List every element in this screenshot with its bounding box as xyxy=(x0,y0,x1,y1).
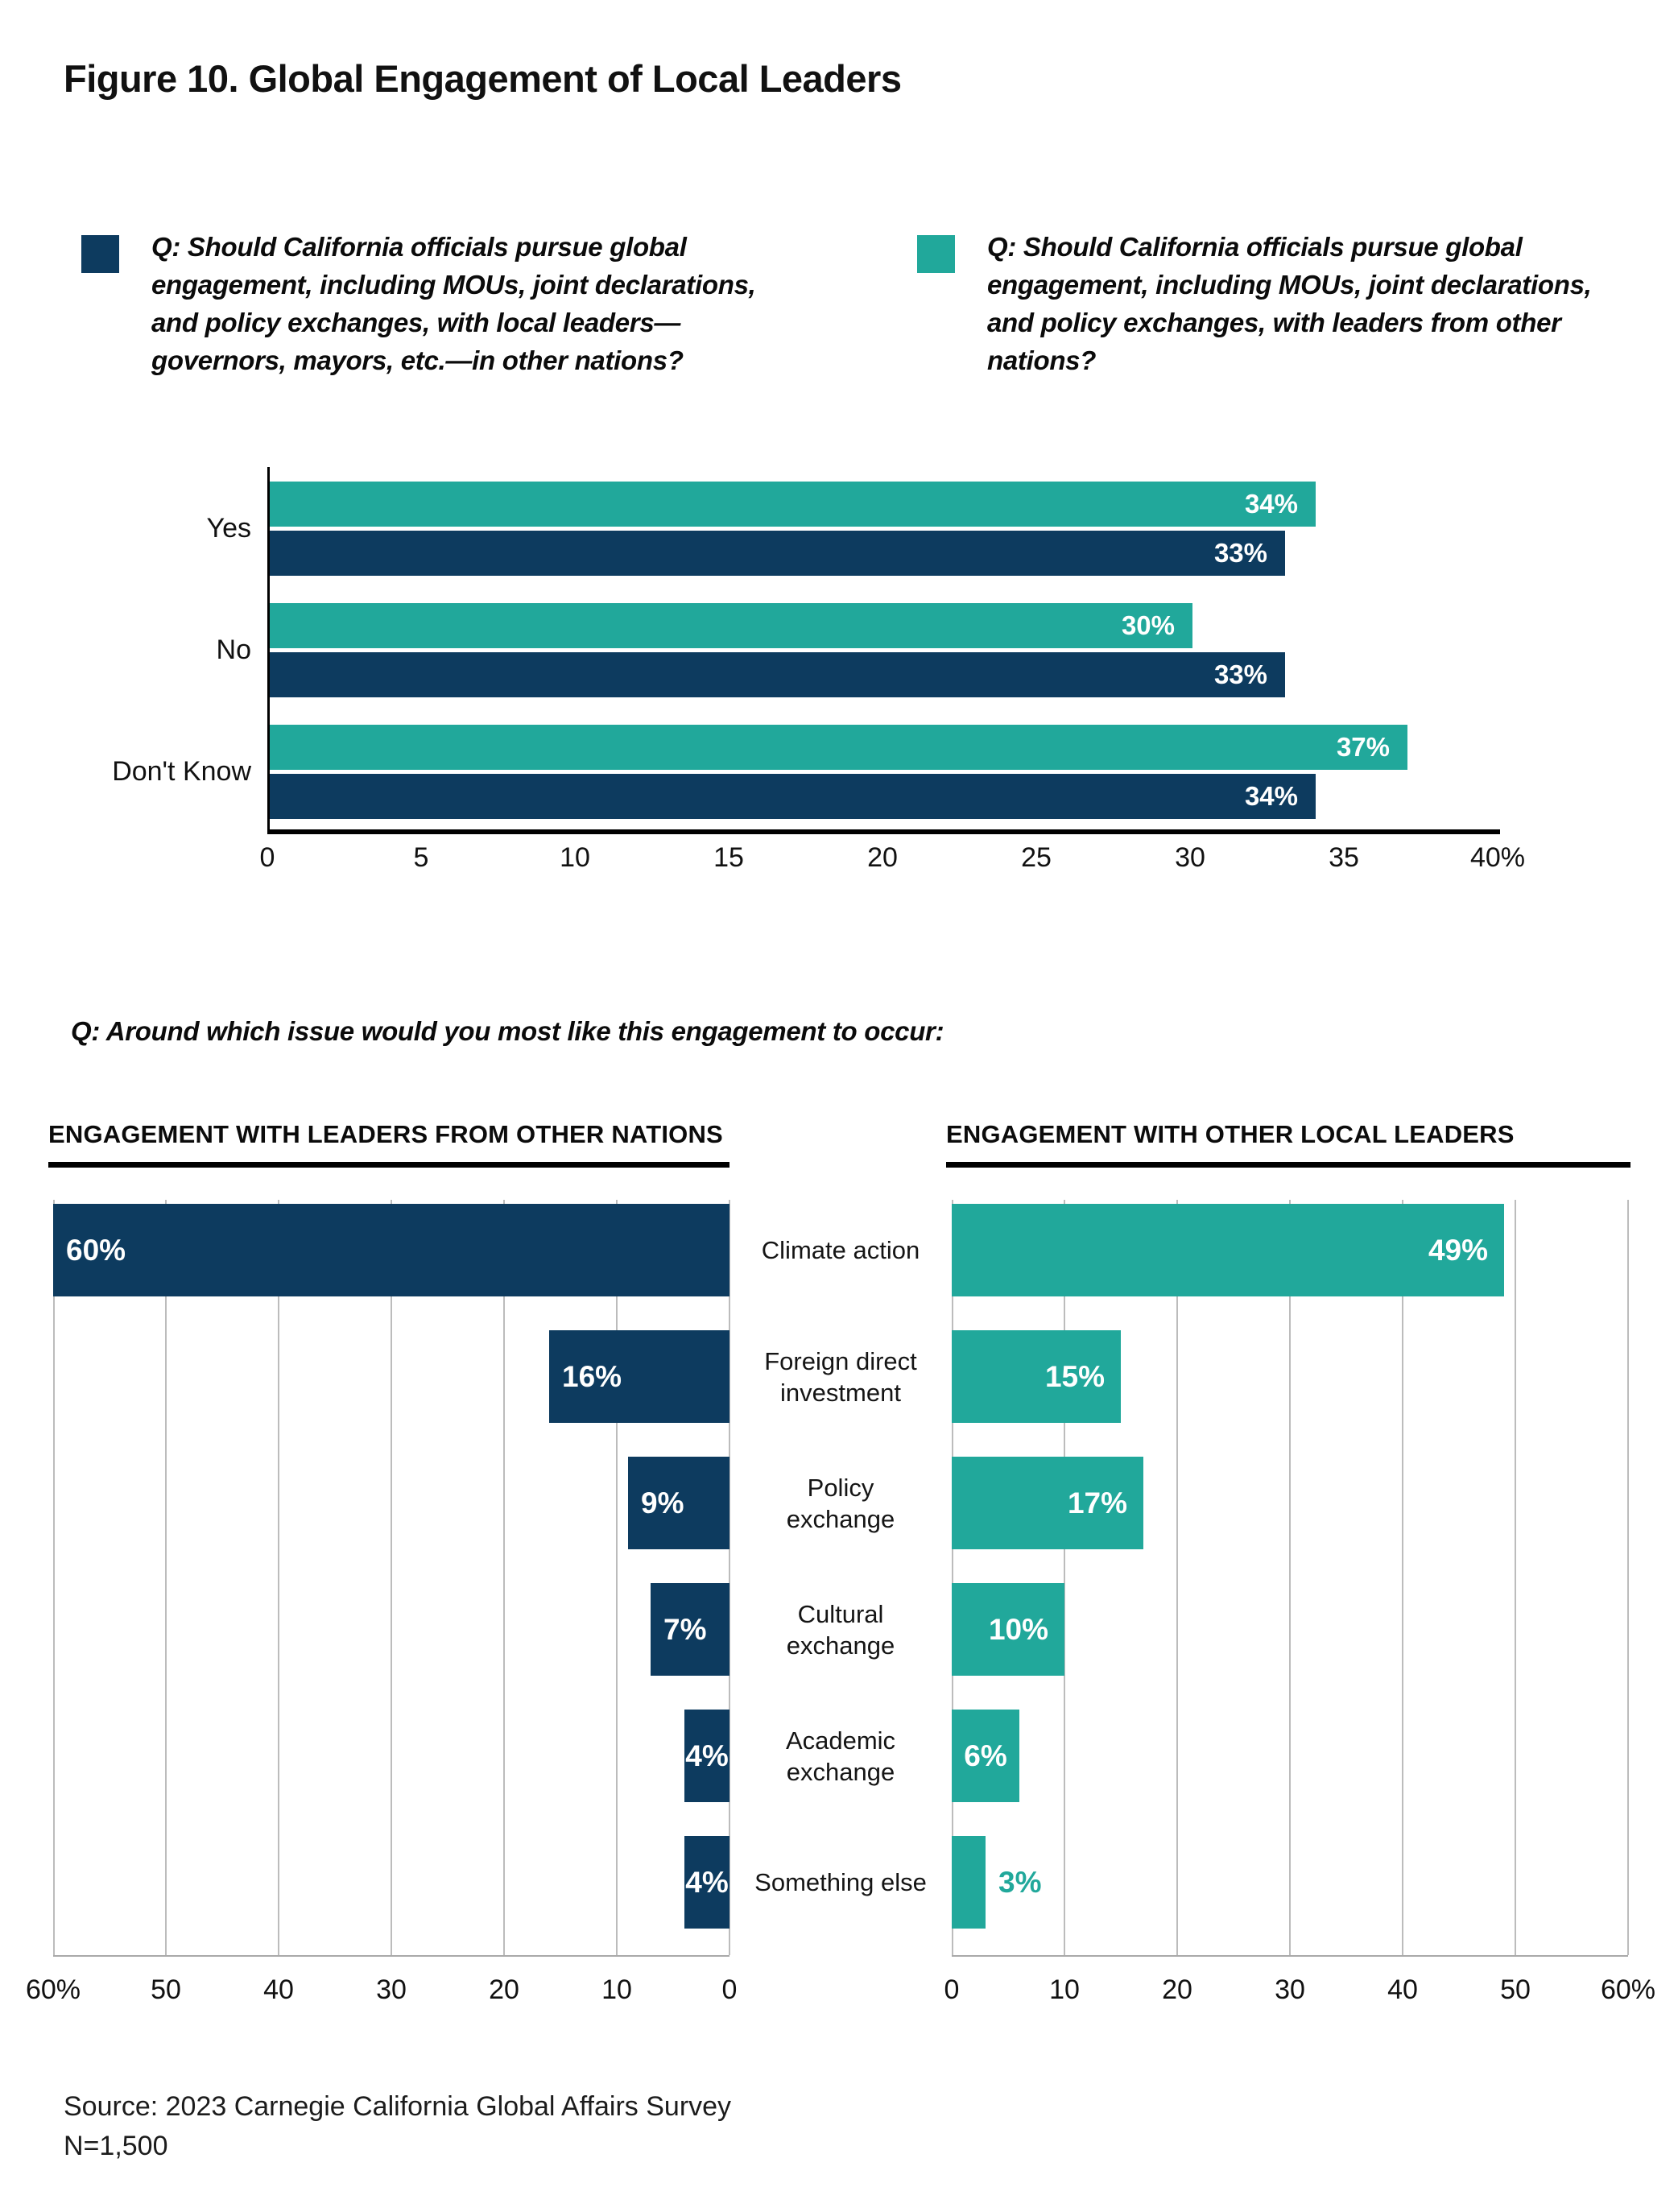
bottom-bar-navy: 7% xyxy=(651,1583,729,1676)
top-chart-x-tick: 30 xyxy=(1175,842,1205,873)
mid-question: Q: Around which issue would you most lik… xyxy=(71,1016,944,1046)
bottom-chart-x-tick: 30 xyxy=(376,1974,407,2005)
bottom-bar-teal: 15% xyxy=(952,1330,1121,1423)
bottom-bar-value-label: 9% xyxy=(641,1486,684,1519)
bottom-bar-teal: 6% xyxy=(952,1710,1019,1802)
bottom-bar-value-label: 15% xyxy=(1044,1359,1105,1393)
bottom-bar-value-label: 6% xyxy=(964,1739,1007,1772)
top-bar-teal: 30% xyxy=(270,603,1192,648)
legend-swatch-teal xyxy=(917,235,955,273)
grid-line xyxy=(1289,1200,1291,1955)
grid-line xyxy=(165,1200,167,1955)
top-bar-value-label: 33% xyxy=(1213,659,1267,689)
bottom-bar-navy: 16% xyxy=(549,1330,729,1423)
bottom-bar-teal: 17% xyxy=(952,1457,1143,1549)
top-bar-value-label: 34% xyxy=(1244,781,1298,811)
grid-line xyxy=(1515,1200,1516,1955)
top-bar-navy: 33% xyxy=(270,652,1285,697)
bottom-chart-x-tick: 20 xyxy=(1162,1974,1192,2005)
bottom-chart-x-tick: 0 xyxy=(944,1974,960,2005)
grid-line xyxy=(952,1200,953,1955)
grid-line xyxy=(1064,1200,1065,1955)
bottom-bar-teal: 49% xyxy=(952,1204,1504,1296)
top-chart-x-tick: 25 xyxy=(1021,842,1052,873)
bottom-bar-navy: 9% xyxy=(628,1457,729,1549)
bottom-chart-x-tick: 40 xyxy=(1387,1974,1418,2005)
bottom-chart-x-tick: 10 xyxy=(601,1974,632,2005)
top-chart-category-label: No xyxy=(216,635,251,665)
bottom-chart-x-tick: 40 xyxy=(263,1974,294,2005)
top-bar-teal: 37% xyxy=(270,725,1407,770)
grid-line xyxy=(1176,1200,1178,1955)
top-bar-value-label: 33% xyxy=(1213,538,1267,568)
top-grouped-bar-chart: 34% 33% 30% 33% 37% 34% xyxy=(267,467,1500,834)
grid-line xyxy=(278,1200,279,1955)
top-chart-x-tick: 5 xyxy=(413,842,429,873)
bottom-chart-category-label: Cultural exchange xyxy=(786,1599,895,1660)
bar-chart-other-local-leaders: 49% 15% 17% 10% 6% 3% xyxy=(952,1200,1629,1957)
bottom-bar-value-label: 49% xyxy=(1428,1233,1488,1267)
bottom-chart-category-label: Academic exchange xyxy=(785,1726,896,1786)
top-bar-value-label: 34% xyxy=(1244,489,1298,519)
top-bar-navy: 34% xyxy=(270,774,1316,819)
bottom-chart-x-tick: 10 xyxy=(1049,1974,1080,2005)
top-chart-x-tick: 0 xyxy=(259,842,275,873)
bottom-bar-value-label: 3% xyxy=(998,1865,1042,1899)
bottom-bar-value-label: 4% xyxy=(685,1739,729,1772)
figure-title: Figure 10. Global Engagement of Local Le… xyxy=(64,57,902,100)
grid-line xyxy=(1627,1200,1629,1955)
bottom-chart-x-tick: 20 xyxy=(489,1974,519,2005)
left-chart-header: ENGAGEMENT WITH LEADERS FROM OTHER NATIO… xyxy=(48,1120,729,1168)
bottom-chart-x-tick: 50 xyxy=(151,1974,181,2005)
grid-line xyxy=(729,1200,730,1955)
sample-size: N=1,500 xyxy=(64,2131,168,2161)
top-chart-x-tick: 35 xyxy=(1329,842,1359,873)
top-chart-x-tick: 15 xyxy=(713,842,744,873)
top-chart-x-tick: 20 xyxy=(867,842,898,873)
top-bar-navy: 33% xyxy=(270,531,1285,576)
bottom-chart-category-label: Policy exchange xyxy=(786,1473,895,1533)
top-chart-category-label: Yes xyxy=(206,513,251,544)
bottom-bar-value-label: 7% xyxy=(663,1612,707,1646)
legend-swatch-navy xyxy=(81,235,119,273)
legend-question-navy: Q: Should California officials pursue gl… xyxy=(151,232,756,375)
top-bar-value-label: 37% xyxy=(1336,732,1390,762)
top-chart-category-label: Don't Know xyxy=(112,756,251,787)
bottom-chart-category-label: Something else xyxy=(754,1868,927,1896)
bottom-chart-x-tick: 60% xyxy=(25,1974,81,2005)
top-chart-x-tick: 40% xyxy=(1469,842,1526,873)
bottom-chart-x-tick: 30 xyxy=(1275,1974,1305,2005)
bottom-bar-teal: 10% xyxy=(952,1583,1064,1676)
bottom-bar-value-label: 4% xyxy=(685,1865,729,1899)
grid-line xyxy=(1402,1200,1403,1955)
bottom-bar-navy: 4% xyxy=(684,1836,729,1929)
source-line: Source: 2023 Carnegie California Global … xyxy=(64,2091,732,2122)
bottom-chart-category-label: Foreign direct investment xyxy=(764,1346,917,1407)
grid-line xyxy=(53,1200,55,1955)
bottom-chart-category-label: Climate action xyxy=(761,1236,920,1264)
bottom-bar-value-label: 16% xyxy=(562,1359,622,1393)
bottom-bar-value-label: 17% xyxy=(1067,1486,1127,1519)
right-chart-header: ENGAGEMENT WITH OTHER LOCAL LEADERS xyxy=(946,1120,1630,1168)
legend-question-teal: Q: Should California officials pursue gl… xyxy=(987,232,1592,375)
bottom-chart-x-tick: 50 xyxy=(1500,1974,1531,2005)
grid-line xyxy=(391,1200,392,1955)
bottom-bar-value-label: 60% xyxy=(66,1233,126,1267)
grid-line xyxy=(503,1200,505,1955)
grid-line xyxy=(616,1200,618,1955)
source-note: Source: 2023 Carnegie California Global … xyxy=(64,2087,731,2166)
bottom-bar-navy: 60% xyxy=(53,1204,729,1296)
bottom-bar-teal: 3% xyxy=(952,1836,1041,1929)
top-chart-x-tick: 10 xyxy=(560,842,590,873)
bottom-bar-navy: 4% xyxy=(684,1710,729,1802)
bar-chart-leaders-from-other-nations: 60% 16% 9% 7% 4% 4% xyxy=(53,1200,730,1957)
bottom-charts-category-labels: Climate action Foreign direct investment P… xyxy=(729,1200,952,1955)
bottom-chart-x-tick: 60% xyxy=(1600,1974,1656,2005)
bottom-bar-value-label: 10% xyxy=(988,1612,1048,1646)
top-bar-value-label: 30% xyxy=(1121,610,1175,640)
top-bar-teal: 34% xyxy=(270,482,1316,527)
bottom-chart-x-tick: 0 xyxy=(721,1974,738,2005)
